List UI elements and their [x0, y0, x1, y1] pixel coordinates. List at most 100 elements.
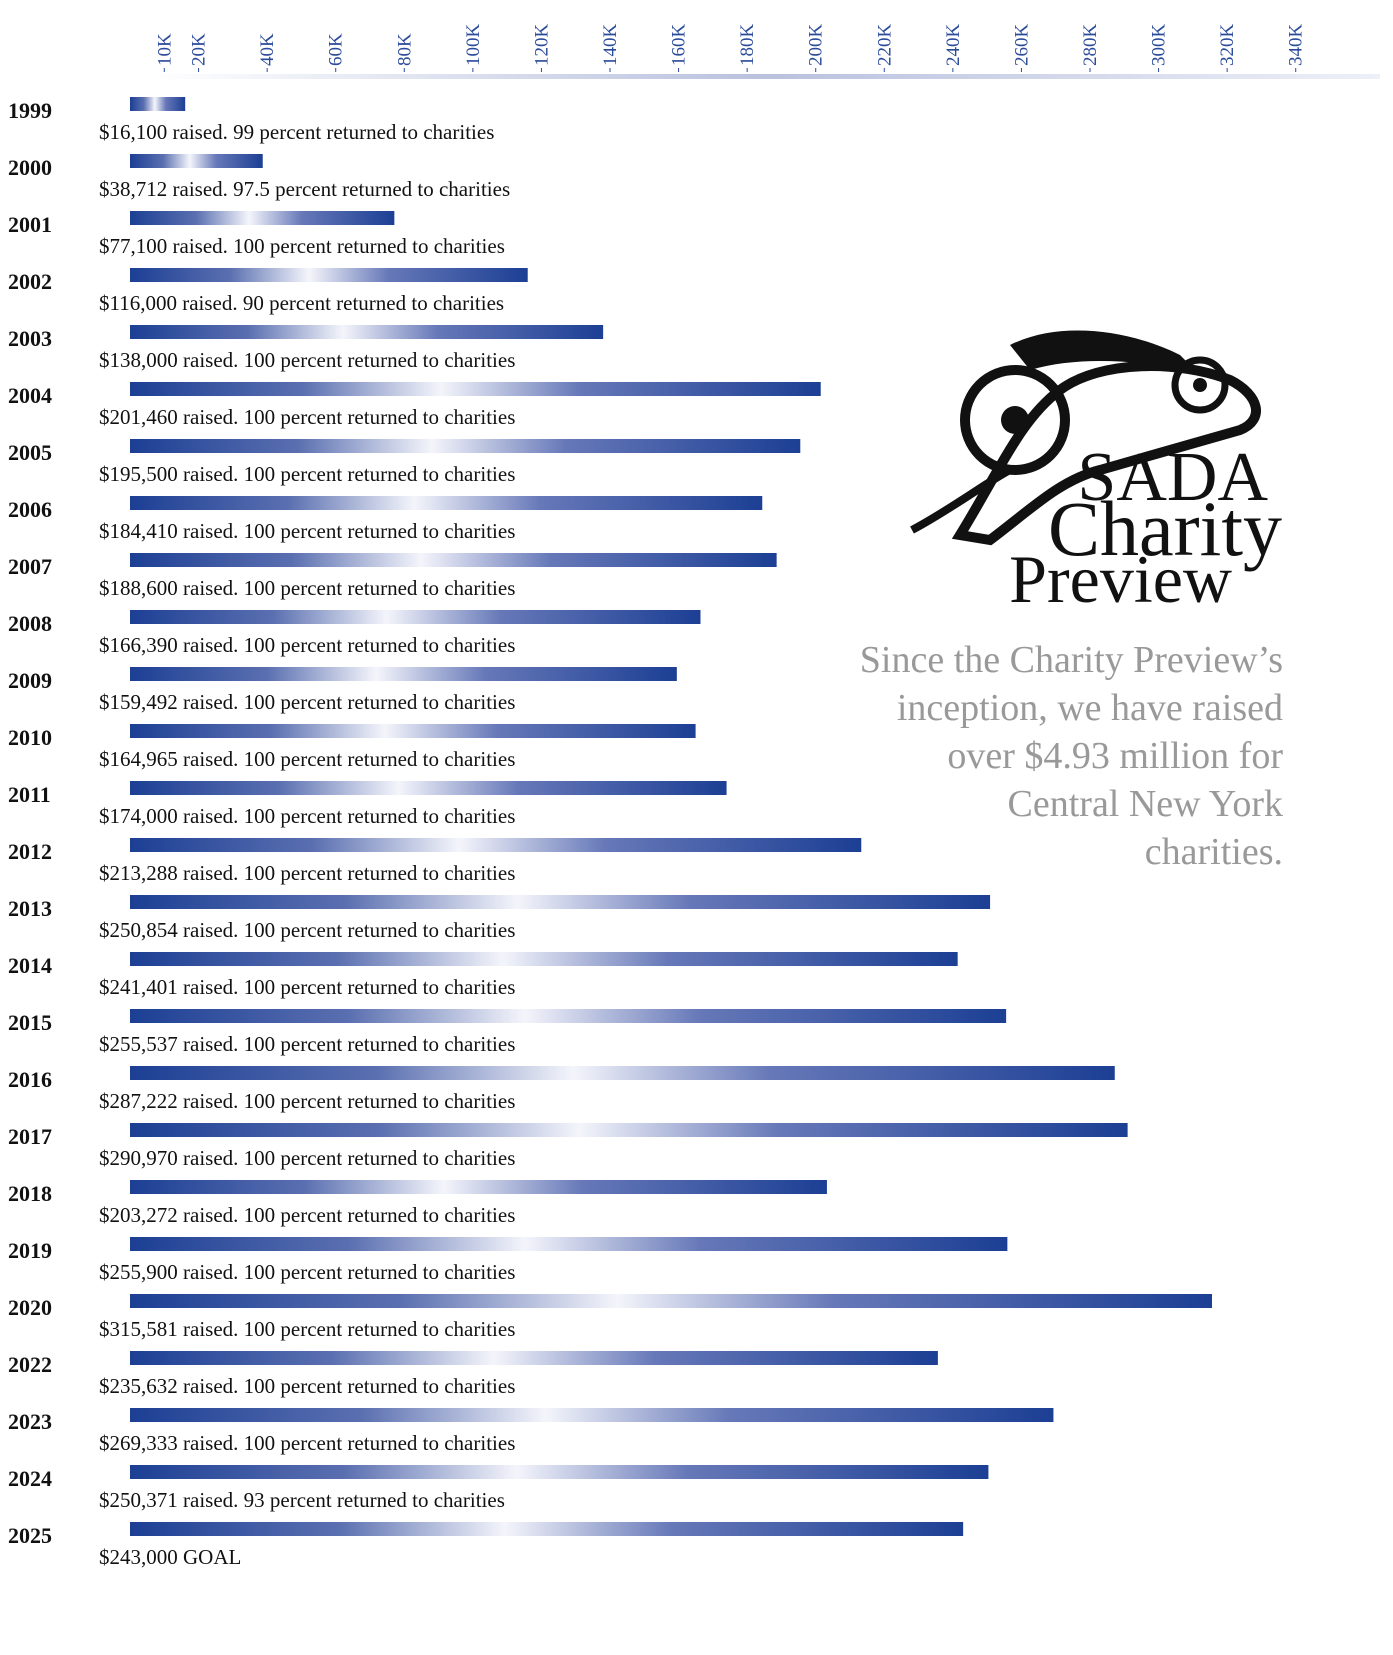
y-tick-label: 2016 — [8, 1067, 52, 1092]
value-label: $174,000 raised. 100 percent returned to… — [99, 804, 515, 828]
bar — [130, 1465, 988, 1479]
value-label: $159,492 raised. 100 percent returned to… — [99, 690, 515, 714]
y-tick-label: 2011 — [8, 782, 51, 807]
value-label: $213,288 raised. 100 percent returned to… — [99, 861, 515, 885]
y-tick-label: 2008 — [8, 611, 52, 636]
bar — [130, 610, 700, 624]
y-tick-label: 2006 — [8, 497, 52, 522]
y-tick-label: 2013 — [8, 896, 52, 921]
logo: SADA Charity Preview — [912, 331, 1282, 617]
bar — [130, 1180, 827, 1194]
y-tick-label: 2007 — [8, 554, 52, 579]
bar — [130, 1123, 1128, 1137]
value-label: $201,460 raised. 100 percent returned to… — [99, 405, 515, 429]
x-tick-label: 260K — [1011, 24, 1032, 67]
bar — [130, 1351, 938, 1365]
x-tick-label: 340K — [1286, 24, 1307, 67]
y-tick-label: 2014 — [8, 953, 52, 978]
value-label: $255,900 raised. 100 percent returned to… — [99, 1260, 515, 1284]
value-label: $290,970 raised. 100 percent returned to… — [99, 1146, 515, 1170]
y-tick-label: 2019 — [8, 1238, 52, 1263]
caption-line: Since the Charity Preview’s — [860, 639, 1283, 681]
x-tick-label: 40K — [257, 33, 278, 66]
value-label: $243,000 GOAL — [99, 1545, 241, 1569]
x-tick-label: 10K — [154, 33, 175, 66]
bar — [130, 211, 394, 225]
caption-line: Central New York — [1008, 783, 1283, 825]
chart: SADA Charity Preview 10K 20K 40K 60K 80K 100K… — [0, 0, 1393, 1650]
bar — [130, 1237, 1007, 1251]
x-tick-label: 240K — [943, 24, 964, 67]
bar — [130, 724, 696, 738]
y-tick-label: 2017 — [8, 1124, 52, 1149]
bar — [130, 268, 528, 282]
y-tick-label: 2001 — [8, 212, 52, 237]
bar — [130, 496, 762, 510]
value-label: $77,100 raised. 100 percent returned to … — [99, 234, 505, 258]
bar — [130, 895, 990, 909]
y-tick-label: 2012 — [8, 839, 52, 864]
value-label: $166,390 raised. 100 percent returned to… — [99, 633, 515, 657]
logo-line: Preview — [1009, 541, 1232, 617]
x-tick-label: 60K — [326, 33, 347, 66]
x-tick-label: 180K — [737, 24, 758, 67]
value-label: $315,581 raised. 100 percent returned to… — [99, 1317, 515, 1341]
x-tick-label: 120K — [531, 24, 552, 67]
y-tick-label: 1999 — [8, 98, 52, 123]
value-label: $38,712 raised. 97.5 percent returned to… — [99, 177, 510, 201]
caption-line: over $4.93 million for — [947, 735, 1283, 777]
x-tick-label: 80K — [394, 33, 415, 66]
y-tick-label: 2003 — [8, 326, 52, 351]
x-tick-label: 280K — [1080, 24, 1101, 67]
bar — [130, 1294, 1212, 1308]
value-label: $287,222 raised. 100 percent returned to… — [99, 1089, 515, 1113]
y-tick-label: 2010 — [8, 725, 52, 750]
value-label: $138,000 raised. 100 percent returned to… — [99, 348, 515, 372]
y-tick-label: 2024 — [8, 1466, 52, 1491]
x-tick-label: 220K — [874, 24, 895, 67]
bar — [130, 382, 821, 396]
y-tick-label: 2015 — [8, 1010, 52, 1035]
bar — [130, 154, 263, 168]
bar — [130, 97, 185, 111]
bar — [130, 1408, 1053, 1422]
caption-line: inception, we have raised — [897, 687, 1283, 729]
bar — [130, 1066, 1115, 1080]
value-label: $16,100 raised. 99 percent returned to c… — [99, 120, 494, 144]
value-label: $235,632 raised. 100 percent returned to… — [99, 1374, 515, 1398]
bar — [130, 952, 958, 966]
value-label: $241,401 raised. 100 percent returned to… — [99, 975, 515, 999]
value-label: $250,371 raised. 93 percent returned to … — [99, 1488, 505, 1512]
value-label: $250,854 raised. 100 percent returned to… — [99, 918, 515, 942]
x-tick-label: 300K — [1149, 24, 1170, 67]
value-label: $164,965 raised. 100 percent returned to… — [99, 747, 515, 771]
bar — [130, 667, 677, 681]
bar — [130, 1522, 963, 1536]
bar — [130, 838, 861, 852]
y-tick-label: 2022 — [8, 1352, 52, 1377]
x-tick-label: 160K — [669, 24, 690, 67]
y-tick-label: 2020 — [8, 1295, 52, 1320]
bar — [130, 439, 800, 453]
bar — [130, 1009, 1006, 1023]
value-label: $203,272 raised. 100 percent returned to… — [99, 1203, 515, 1227]
x-tick-label: 140K — [600, 24, 621, 67]
value-label: $195,500 raised. 100 percent returned to… — [99, 462, 515, 486]
x-tick-label: 320K — [1217, 24, 1238, 67]
value-label: $116,000 raised. 90 percent returned to … — [99, 291, 504, 315]
y-tick-label: 2000 — [8, 155, 52, 180]
y-tick-label: 2018 — [8, 1181, 52, 1206]
value-label: $255,537 raised. 100 percent returned to… — [99, 1032, 515, 1056]
value-label: $188,600 raised. 100 percent returned to… — [99, 576, 515, 600]
x-tick-label: 100K — [463, 24, 484, 67]
bar — [130, 781, 727, 795]
value-label: $184,410 raised. 100 percent returned to… — [99, 519, 515, 543]
bar — [130, 325, 603, 339]
y-tick-label: 2004 — [8, 383, 52, 408]
caption-line: charities. — [1145, 831, 1283, 873]
x-tick-label: 20K — [189, 33, 210, 66]
y-tick-label: 2002 — [8, 269, 52, 294]
y-tick-label: 2025 — [8, 1523, 52, 1548]
x-tick-label: 200K — [806, 24, 827, 67]
y-tick-label: 2005 — [8, 440, 52, 465]
